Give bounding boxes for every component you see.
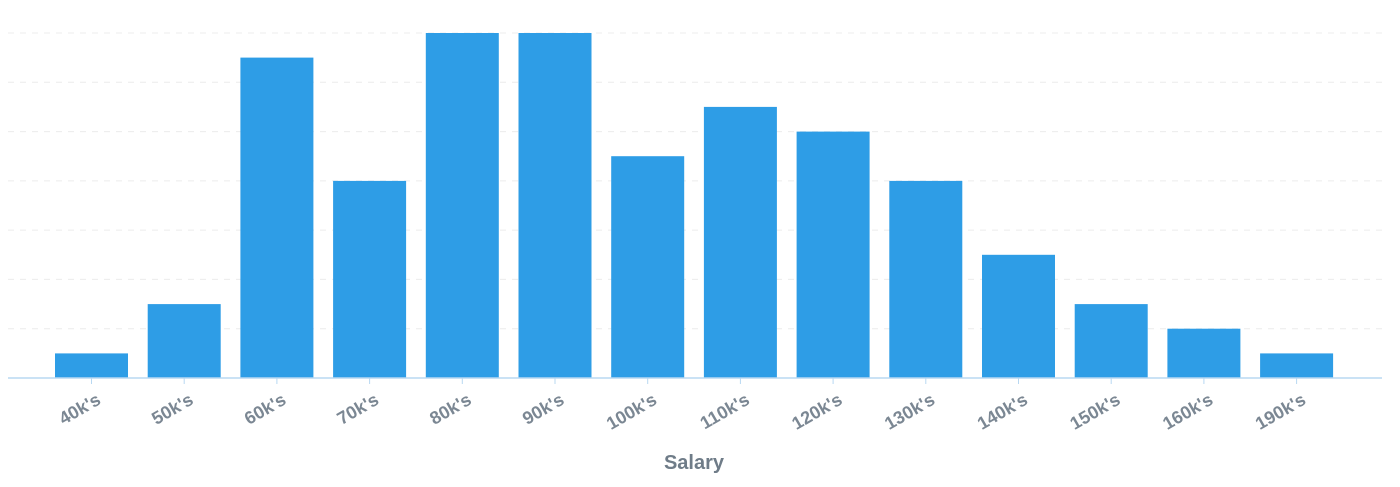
bar-110ks[interactable] — [703, 106, 777, 379]
x-tick-label: 100k's — [603, 389, 660, 433]
x-tick-label: 140k's — [974, 389, 1031, 433]
bar-60ks[interactable] — [240, 57, 314, 378]
x-axis-tick-labels: 40k's 50k's 60k's 70k's 80k's 90k's 100k's 110k… — [56, 389, 1309, 433]
bar-140ks[interactable] — [982, 254, 1055, 378]
bar-130ks[interactable] — [889, 180, 963, 378]
x-axis-ticks — [91, 378, 1298, 384]
bars — [55, 33, 1334, 379]
x-tick-label: 60k's — [241, 389, 289, 428]
x-tick-label: 90k's — [519, 389, 567, 428]
x-tick-label: 110k's — [697, 389, 753, 433]
bar-120ks[interactable] — [796, 131, 870, 378]
x-tick-label: 190k's — [1252, 389, 1309, 433]
x-tick-label: 160k's — [1159, 389, 1216, 433]
x-tick-label: 40k's — [56, 389, 104, 428]
bar-150ks[interactable] — [1074, 304, 1148, 378]
x-tick-label: 120k's — [788, 389, 845, 433]
bar-70ks[interactable] — [333, 180, 407, 378]
x-tick-label: 70k's — [334, 389, 382, 428]
x-tick-label: 50k's — [148, 389, 196, 428]
bar-40ks[interactable] — [55, 353, 128, 378]
bar-90ks[interactable] — [518, 33, 592, 378]
bar-80ks[interactable] — [425, 33, 499, 378]
x-tick-label: 130k's — [881, 389, 938, 433]
x-tick-label: 150k's — [1067, 389, 1124, 433]
gridlines — [8, 32, 1382, 330]
bar-50ks[interactable] — [147, 304, 221, 378]
x-tick-label: 80k's — [426, 389, 474, 428]
x-axis-label: Salary — [664, 452, 725, 474]
bar-100ks[interactable] — [611, 156, 685, 378]
bar-160ks[interactable] — [1167, 328, 1241, 378]
bar-190ks[interactable] — [1260, 353, 1334, 378]
